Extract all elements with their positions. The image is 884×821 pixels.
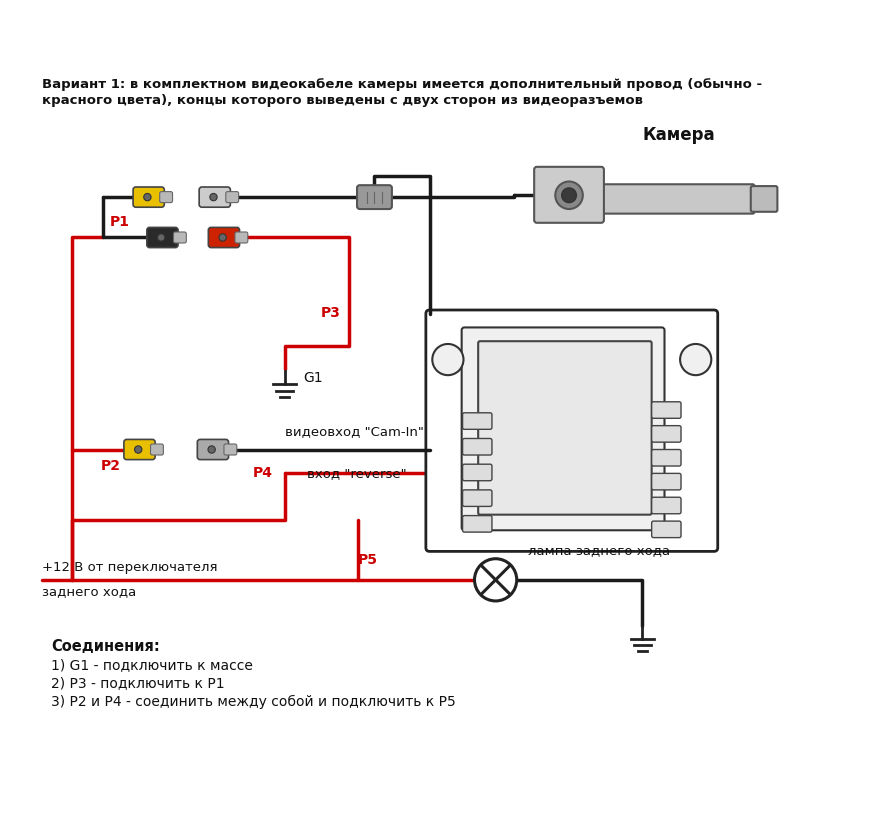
- Circle shape: [210, 194, 217, 201]
- FancyBboxPatch shape: [160, 191, 172, 203]
- FancyBboxPatch shape: [652, 401, 681, 419]
- Text: заднего хода: заднего хода: [42, 585, 136, 599]
- FancyBboxPatch shape: [652, 425, 681, 443]
- Circle shape: [561, 188, 576, 203]
- Circle shape: [219, 234, 226, 241]
- Text: Камера: Камера: [643, 126, 715, 144]
- FancyBboxPatch shape: [235, 232, 248, 243]
- Text: P2: P2: [101, 459, 121, 473]
- Circle shape: [144, 194, 151, 201]
- Text: вход "reverse": вход "reverse": [308, 467, 408, 479]
- Text: 3) Р2 и Р4 - соединить между собой и подключить к Р5: 3) Р2 и Р4 - соединить между собой и под…: [51, 695, 456, 709]
- FancyBboxPatch shape: [462, 413, 492, 429]
- Text: 2) Р3 - подключить к Р1: 2) Р3 - подключить к Р1: [51, 677, 225, 690]
- FancyBboxPatch shape: [462, 516, 492, 532]
- Text: P5: P5: [358, 553, 378, 567]
- FancyBboxPatch shape: [462, 490, 492, 507]
- FancyBboxPatch shape: [652, 521, 681, 538]
- Text: P4: P4: [253, 466, 272, 480]
- FancyBboxPatch shape: [224, 444, 237, 455]
- FancyBboxPatch shape: [652, 450, 681, 466]
- Text: 1) G1 - подключить к массе: 1) G1 - подключить к массе: [51, 658, 254, 672]
- FancyBboxPatch shape: [225, 191, 239, 203]
- Text: красного цвета), концы которого выведены с двух сторон из видеоразъемов: красного цвета), концы которого выведены…: [42, 94, 644, 108]
- FancyBboxPatch shape: [147, 227, 178, 248]
- FancyBboxPatch shape: [652, 474, 681, 490]
- Text: Вариант 1: в комплектном видеокабеле камеры имеется дополнительный провод (обычн: Вариант 1: в комплектном видеокабеле кам…: [42, 78, 762, 91]
- FancyBboxPatch shape: [209, 227, 240, 248]
- Text: видеовход "Cam-In": видеовход "Cam-In": [285, 425, 423, 438]
- Circle shape: [432, 344, 463, 375]
- Text: G1: G1: [303, 371, 323, 385]
- FancyBboxPatch shape: [124, 439, 155, 460]
- FancyBboxPatch shape: [462, 464, 492, 481]
- FancyBboxPatch shape: [197, 439, 229, 460]
- Text: P1: P1: [110, 215, 130, 229]
- Text: Соединения:: Соединения:: [51, 640, 160, 654]
- Text: лампа заднего хода: лампа заднего хода: [528, 544, 670, 557]
- Text: Магнитола: Магнитола: [517, 420, 613, 435]
- Circle shape: [555, 181, 583, 209]
- FancyBboxPatch shape: [461, 328, 665, 530]
- FancyBboxPatch shape: [173, 232, 187, 243]
- FancyBboxPatch shape: [462, 438, 492, 455]
- FancyBboxPatch shape: [751, 186, 777, 212]
- FancyBboxPatch shape: [534, 167, 604, 222]
- Circle shape: [208, 446, 216, 453]
- FancyBboxPatch shape: [150, 444, 164, 455]
- FancyBboxPatch shape: [652, 498, 681, 514]
- FancyBboxPatch shape: [426, 310, 718, 552]
- FancyBboxPatch shape: [357, 186, 392, 209]
- Circle shape: [475, 559, 517, 601]
- FancyBboxPatch shape: [478, 342, 652, 515]
- Circle shape: [680, 344, 712, 375]
- FancyBboxPatch shape: [572, 184, 754, 213]
- Circle shape: [134, 446, 142, 453]
- Text: P3: P3: [321, 306, 341, 320]
- FancyBboxPatch shape: [199, 187, 231, 207]
- Text: +12 В от переключателя: +12 В от переключателя: [42, 562, 217, 575]
- FancyBboxPatch shape: [133, 187, 164, 207]
- Circle shape: [157, 234, 164, 241]
